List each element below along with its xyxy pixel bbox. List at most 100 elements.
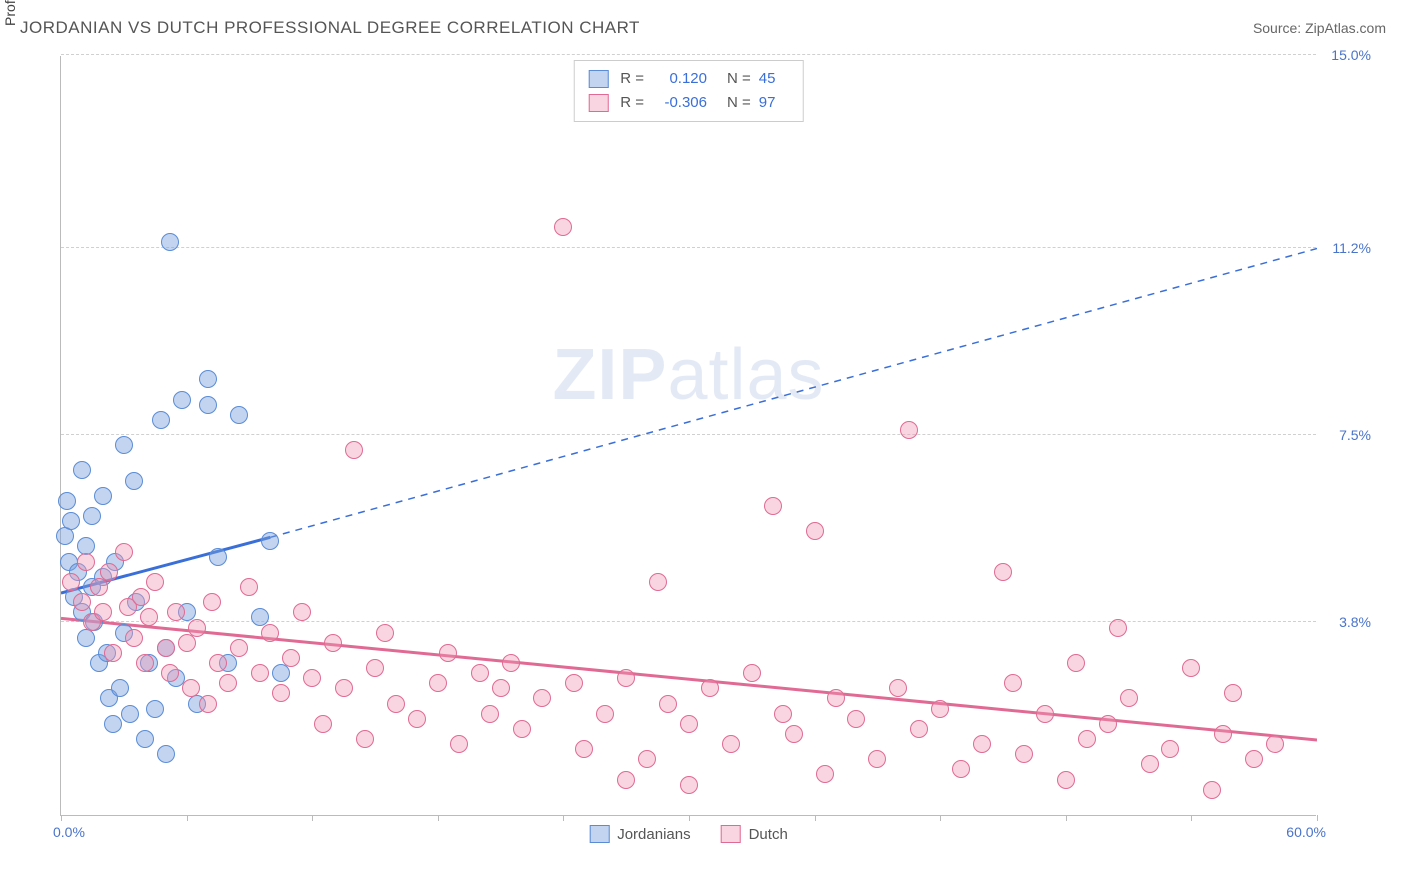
data-point xyxy=(356,730,374,748)
legend-n-label: N = xyxy=(727,67,751,91)
data-point xyxy=(240,578,258,596)
data-point xyxy=(157,745,175,763)
data-point xyxy=(62,512,80,530)
data-point xyxy=(366,659,384,677)
data-point xyxy=(188,619,206,637)
series-legend: Jordanians Dutch xyxy=(589,825,788,843)
data-point xyxy=(554,218,572,236)
legend-r-label: R = xyxy=(620,91,644,115)
legend-n-label: N = xyxy=(727,91,751,115)
y-tick-label: 7.5% xyxy=(1339,427,1371,443)
data-point xyxy=(209,654,227,672)
x-min-label: 0.0% xyxy=(53,824,85,840)
data-point xyxy=(743,664,761,682)
chart-header: JORDANIAN VS DUTCH PROFESSIONAL DEGREE C… xyxy=(0,0,1406,46)
y-tick-label: 3.8% xyxy=(1339,614,1371,630)
data-point xyxy=(157,639,175,657)
legend-swatch xyxy=(589,825,609,843)
data-point xyxy=(1099,715,1117,733)
data-point xyxy=(140,608,158,626)
data-point xyxy=(199,396,217,414)
data-point xyxy=(100,563,118,581)
data-point xyxy=(94,603,112,621)
data-point xyxy=(199,370,217,388)
data-point xyxy=(816,765,834,783)
data-point xyxy=(73,593,91,611)
data-point xyxy=(764,497,782,515)
series-legend-item: Jordanians xyxy=(589,825,690,843)
series-legend-label: Dutch xyxy=(749,826,788,843)
plot-area: ZIPatlas 3.8%7.5%11.2%15.0%0.0%60.0%R =0… xyxy=(60,56,1316,816)
data-point xyxy=(303,669,321,687)
data-point xyxy=(58,492,76,510)
x-tick xyxy=(940,815,941,821)
data-point xyxy=(104,644,122,662)
data-point xyxy=(104,715,122,733)
data-point xyxy=(324,634,342,652)
data-point xyxy=(617,669,635,687)
data-point xyxy=(146,700,164,718)
data-point xyxy=(774,705,792,723)
data-point xyxy=(1004,674,1022,692)
data-point xyxy=(146,573,164,591)
data-point xyxy=(701,679,719,697)
data-point xyxy=(335,679,353,697)
data-point xyxy=(173,391,191,409)
data-point xyxy=(575,740,593,758)
data-point xyxy=(868,750,886,768)
legend-n-value: 45 xyxy=(759,67,789,91)
data-point xyxy=(450,735,468,753)
data-point xyxy=(889,679,907,697)
x-tick xyxy=(1191,815,1192,821)
data-point xyxy=(910,720,928,738)
data-point xyxy=(659,695,677,713)
data-point xyxy=(94,487,112,505)
data-point xyxy=(83,507,101,525)
legend-swatch xyxy=(588,94,608,112)
data-point xyxy=(649,573,667,591)
watermark-bold: ZIP xyxy=(552,335,667,415)
data-point xyxy=(471,664,489,682)
data-point xyxy=(481,705,499,723)
data-point xyxy=(1036,705,1054,723)
data-point xyxy=(847,710,865,728)
data-point xyxy=(1078,730,1096,748)
data-point xyxy=(230,406,248,424)
x-tick xyxy=(1317,815,1318,821)
legend-r-value: -0.306 xyxy=(652,91,707,115)
legend-r-value: 0.120 xyxy=(652,67,707,91)
x-tick xyxy=(563,815,564,821)
x-tick xyxy=(689,815,690,821)
data-point xyxy=(680,715,698,733)
data-point xyxy=(439,644,457,662)
data-point xyxy=(900,421,918,439)
data-point xyxy=(293,603,311,621)
data-point xyxy=(1182,659,1200,677)
data-point xyxy=(111,679,129,697)
x-tick xyxy=(187,815,188,821)
data-point xyxy=(502,654,520,672)
data-point xyxy=(73,461,91,479)
data-point xyxy=(1245,750,1263,768)
gridline xyxy=(61,621,1316,622)
data-point xyxy=(282,649,300,667)
x-tick xyxy=(1066,815,1067,821)
data-point xyxy=(199,695,217,713)
data-point xyxy=(565,674,583,692)
data-point xyxy=(182,679,200,697)
gridline xyxy=(61,54,1316,55)
data-point xyxy=(136,654,154,672)
legend-n-value: 97 xyxy=(759,91,789,115)
data-point xyxy=(178,634,196,652)
data-point xyxy=(209,548,227,566)
data-point xyxy=(1067,654,1085,672)
series-legend-item: Dutch xyxy=(721,825,788,843)
data-point xyxy=(492,679,510,697)
data-point xyxy=(1161,740,1179,758)
data-point xyxy=(345,441,363,459)
data-point xyxy=(376,624,394,642)
x-tick xyxy=(815,815,816,821)
legend-row: R = -0.306 N = 97 xyxy=(588,91,789,115)
series-legend-label: Jordanians xyxy=(617,826,690,843)
data-point xyxy=(1203,781,1221,799)
